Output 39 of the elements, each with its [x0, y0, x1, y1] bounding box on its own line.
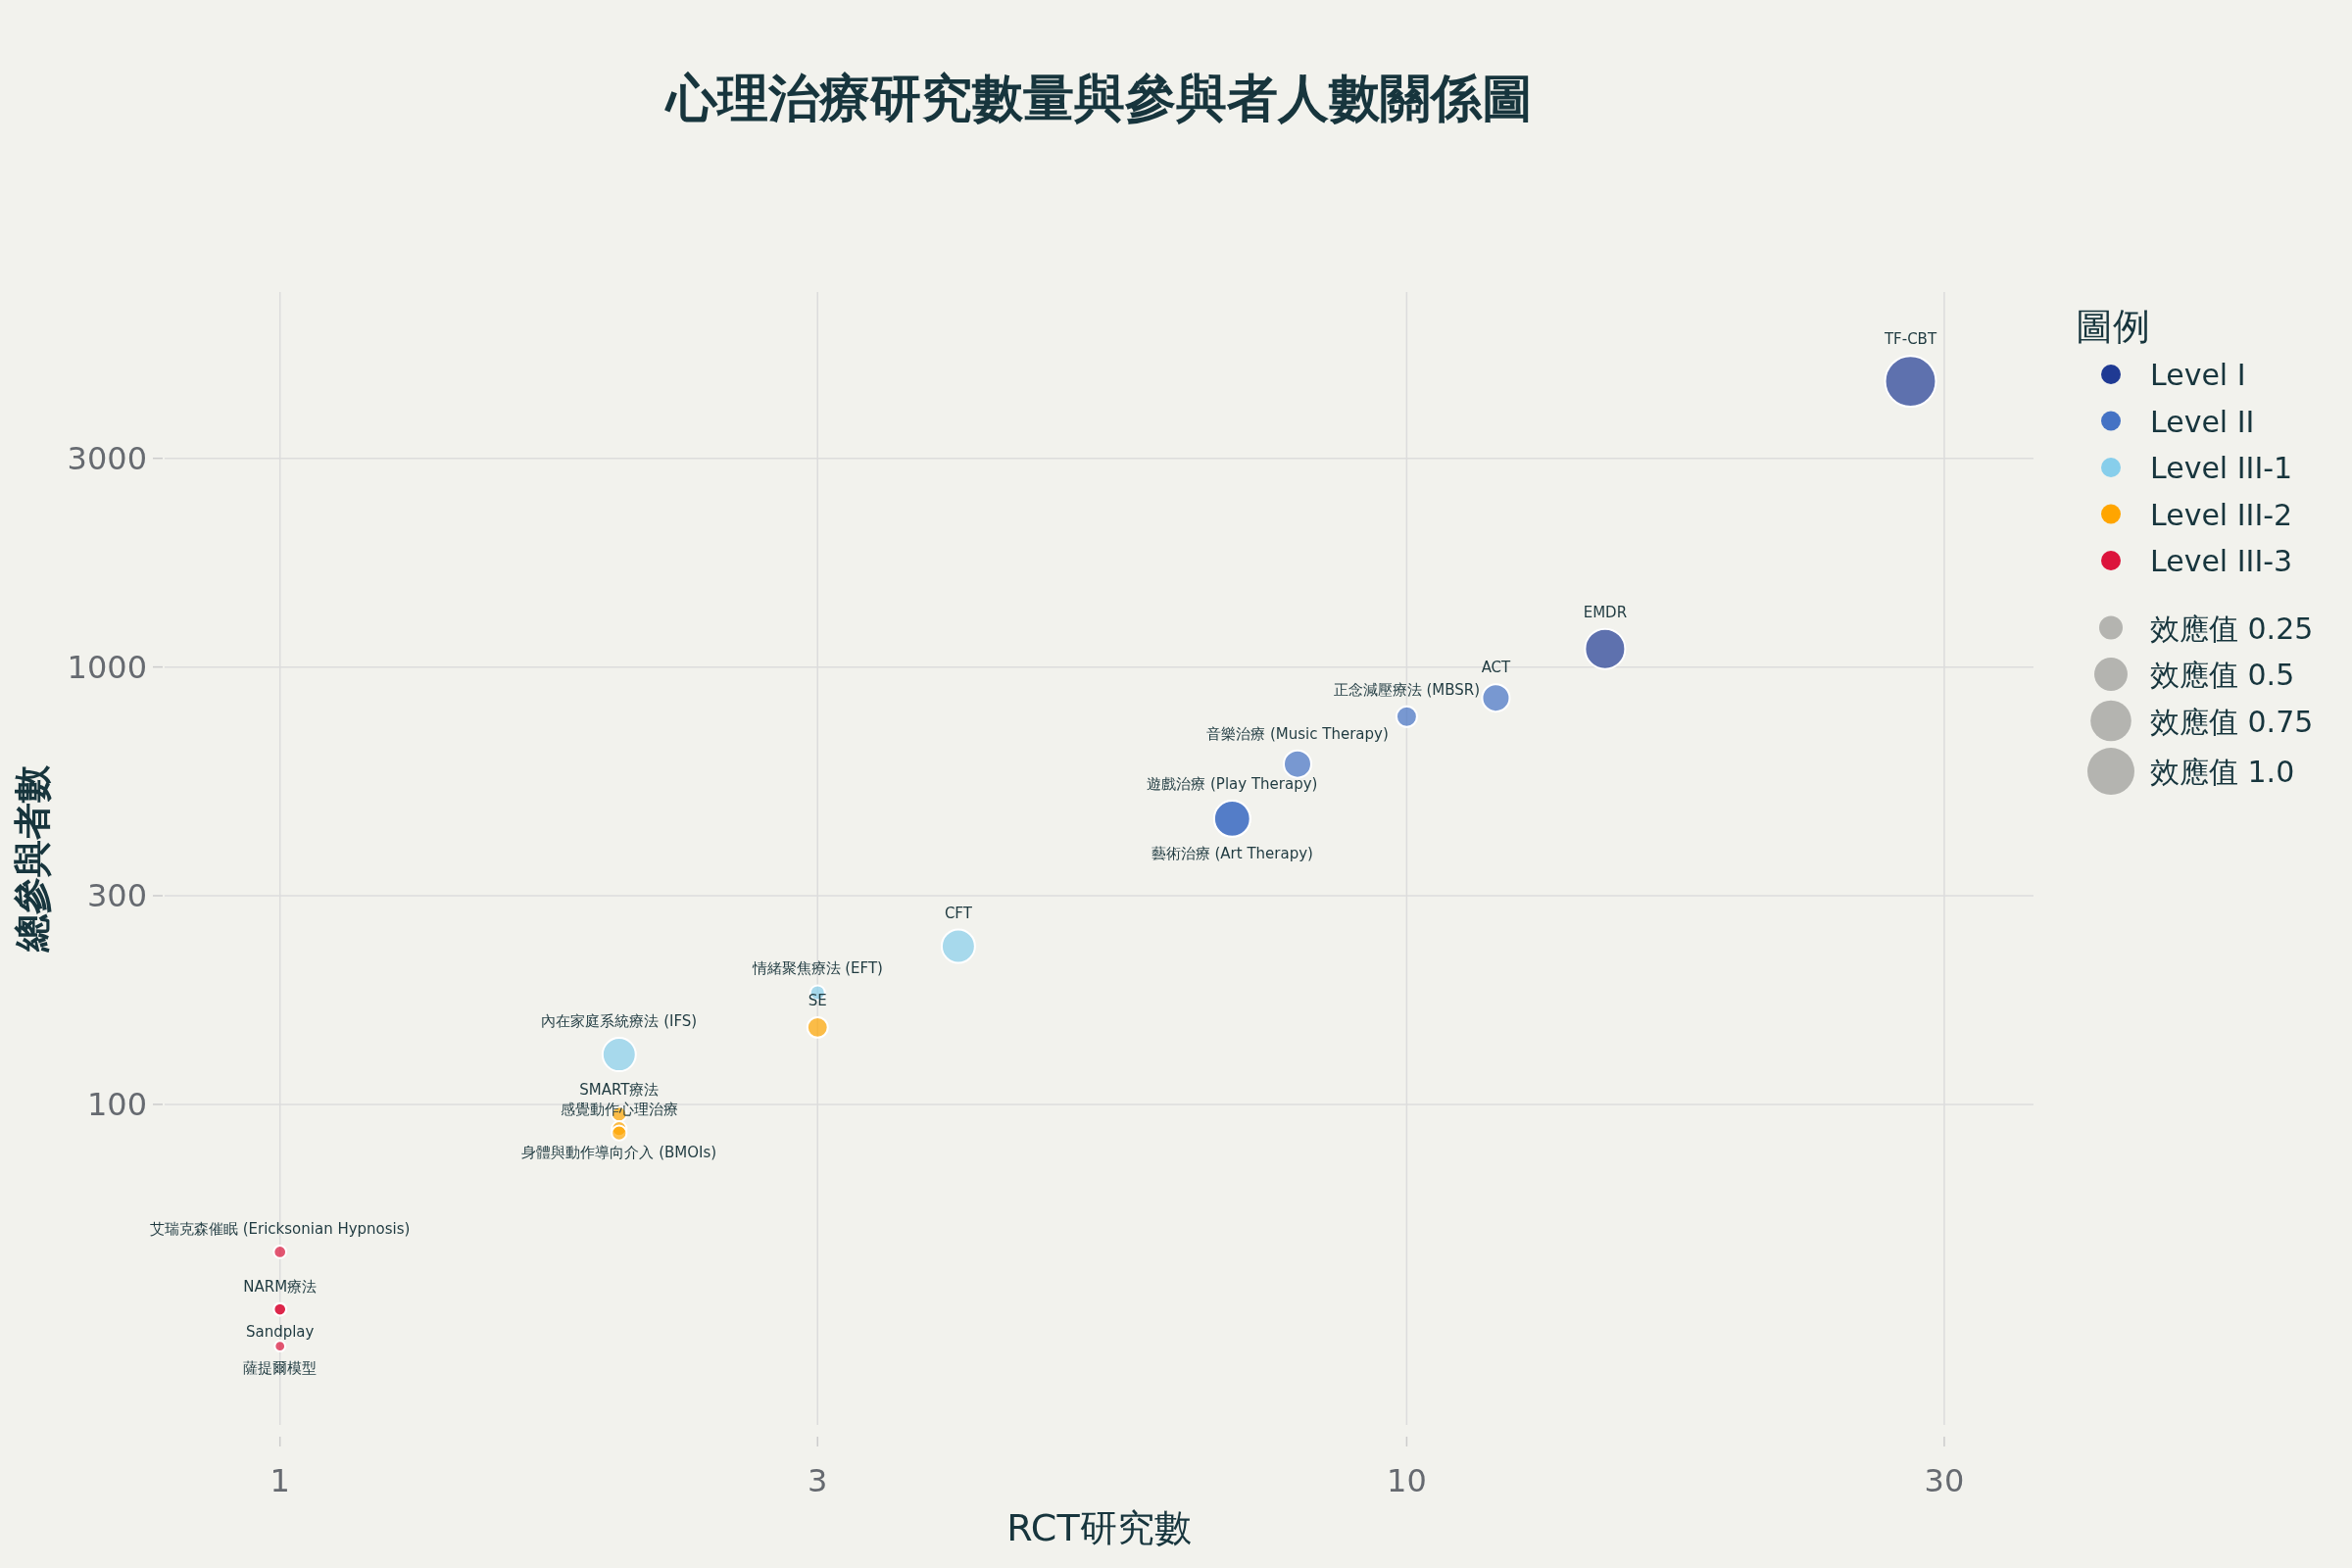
annotation: NARM療法 — [243, 1277, 318, 1296]
legend-label: Level III-2 — [2150, 497, 2293, 532]
annotation: 正念減壓療法 (MBSR) — [1333, 680, 1481, 699]
y-tick-label: 3000 — [67, 439, 147, 477]
annotation: 感覺動作心理治療 — [560, 1100, 678, 1118]
annotation: SMART療法 — [579, 1081, 660, 1100]
y-tick-label: 1000 — [67, 648, 147, 686]
annotation: 藝術治療 (Art Therapy) — [1151, 844, 1313, 862]
y-tick-label: 100 — [86, 1085, 147, 1123]
annotation: SE — [808, 991, 827, 1009]
annotation: 情緒聚焦療法 (EFT) — [751, 959, 883, 978]
annotation: CFT — [944, 904, 973, 922]
x-tick-label: 3 — [808, 1462, 828, 1499]
y-tick-label: 300 — [86, 876, 147, 914]
legend-label: 效應值 0.75 — [2150, 704, 2314, 739]
annotation: ACT — [1481, 659, 1512, 677]
annotation: 遊戲治療 (Play Therapy) — [1147, 774, 1318, 793]
legend-label: Level III-3 — [2150, 544, 2293, 578]
x-tick-label: 10 — [1387, 1462, 1427, 1499]
annotation: TF-CBT — [1883, 330, 1937, 349]
legend-label: Level III-1 — [2150, 451, 2293, 485]
legend-label: 效應值 0.5 — [2150, 658, 2295, 692]
chart-title: 心理治療研究數量與參與者人數關係圖 — [663, 69, 1533, 127]
y-axis-title: 總參與者數 — [11, 764, 54, 953]
legend-title: 圖例 — [2076, 305, 2150, 348]
annotation: EMDR — [1583, 603, 1628, 621]
annotation: 身體與動作導向介入 (BMOIs) — [521, 1144, 717, 1162]
x-tick-label: 1 — [270, 1462, 290, 1499]
legend-label: Level I — [2150, 358, 2246, 392]
annotation: 薩提爾模型 — [243, 1359, 318, 1378]
legend-label: 效應值 0.25 — [2150, 611, 2314, 646]
legend-label: Level II — [2150, 404, 2255, 439]
annotation: Sandplay — [245, 1323, 315, 1342]
legend-label: 效應值 1.0 — [2150, 755, 2295, 790]
x-axis-title: RCT研究數 — [1006, 1506, 1192, 1549]
annotation: 內在家庭系統療法 (IFS) — [541, 1012, 698, 1031]
annotation: 艾瑞克森催眠 (Ericksonian Hypnosis) — [149, 1220, 411, 1239]
annotation: 音樂治療 (Music Therapy) — [1206, 724, 1389, 743]
x-tick-label: 30 — [1924, 1462, 1965, 1499]
